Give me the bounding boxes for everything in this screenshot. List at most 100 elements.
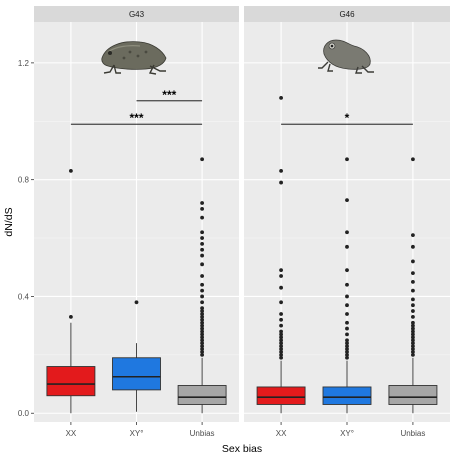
- outlier-point: [345, 157, 349, 162]
- outlier-point: [411, 332, 415, 337]
- y-tick-label: 0.0: [18, 409, 30, 418]
- outlier-point: [411, 335, 415, 340]
- outlier-point: [200, 306, 205, 311]
- outlier-point: [345, 332, 349, 337]
- outlier-point: [411, 288, 415, 293]
- outlier-point: [200, 347, 205, 351]
- outlier-point: [200, 157, 205, 162]
- outlier-point: [279, 312, 283, 316]
- outlier-point: [411, 350, 415, 354]
- outlier-point: [411, 309, 415, 313]
- outlier-point: [279, 323, 283, 328]
- outlier-point: [200, 323, 205, 328]
- outlier-point: [200, 253, 205, 258]
- outlier-point: [345, 294, 349, 299]
- panel-strip-left: [34, 6, 239, 22]
- outlier-point: [200, 329, 205, 334]
- significance-label: *: [345, 111, 350, 125]
- outlier-point: [345, 198, 349, 203]
- outlier-point: [411, 329, 415, 334]
- outlier-point: [345, 303, 349, 308]
- outlier-point: [200, 332, 205, 337]
- outlier-point: [411, 259, 415, 264]
- outlier-point: [200, 309, 205, 313]
- outlier-point: [279, 317, 283, 322]
- outlier-point: [200, 326, 205, 331]
- box-layer: [46, 96, 438, 414]
- outlier-point: [200, 230, 205, 235]
- outlier-point: [345, 350, 349, 354]
- outlier-point: [200, 241, 205, 246]
- outlier-point: [279, 350, 283, 354]
- x-tick-label: Unbias: [190, 429, 215, 438]
- outlier-point: [200, 338, 205, 343]
- outlier-point: [200, 206, 205, 211]
- outlier-point: [279, 344, 283, 348]
- outlier-point: [200, 314, 205, 319]
- outlier-point: [411, 279, 415, 284]
- outlier-point: [200, 344, 205, 348]
- outlier-point: [345, 312, 349, 316]
- outlier-point: [200, 300, 205, 305]
- panel-strip-right: [244, 6, 450, 22]
- outlier-point: [411, 233, 415, 238]
- y-tick-label: 0.4: [18, 292, 30, 301]
- outlier-point: [345, 326, 349, 331]
- significance-label: ***: [129, 111, 143, 125]
- box-Unbias: [388, 385, 438, 405]
- panel-title-right: G46: [339, 10, 355, 19]
- outlier-point: [200, 335, 205, 340]
- outlier-point: [200, 288, 205, 293]
- outlier-point: [200, 341, 205, 346]
- y-tick-label: 1.2: [18, 59, 30, 68]
- outlier-point: [69, 169, 73, 173]
- outlier-point: [279, 274, 283, 278]
- outlier-point: [200, 320, 205, 325]
- panel-title-left: G43: [129, 10, 145, 19]
- outlier-point: [345, 282, 349, 287]
- x-tick-label: XY°: [130, 429, 144, 438]
- outlier-point: [279, 332, 283, 337]
- outlier-point: [411, 271, 415, 275]
- box-XX: [256, 386, 306, 405]
- outlier-point: [411, 157, 415, 162]
- tick-layer: XX XY° Unbias XX XY° Unbias 0.0 0.4 0.8 1.2: [18, 59, 425, 438]
- outlier-point: [279, 341, 283, 346]
- x-axis-title: Sex bias: [222, 443, 262, 455]
- outlier-point: [411, 341, 415, 346]
- x-tick-label: XX: [276, 429, 287, 438]
- outlier-point: [411, 303, 415, 308]
- y-axis-title: dN/dS: [3, 207, 15, 236]
- significance-label: ***: [162, 88, 176, 102]
- outlier-point: [279, 335, 283, 340]
- outlier-point: [279, 300, 283, 305]
- outlier-point: [134, 300, 139, 305]
- outlier-point: [200, 201, 205, 205]
- outlier-point: [411, 323, 415, 328]
- outlier-point: [345, 341, 349, 346]
- outlier-point: [200, 236, 205, 240]
- outlier-point: [411, 314, 415, 319]
- outlier-point: [411, 338, 415, 343]
- outlier-point: [345, 320, 349, 325]
- outlier-point: [345, 268, 349, 273]
- box-Unbias: [177, 385, 227, 405]
- outlier-point: [411, 352, 415, 357]
- outlier-point: [411, 244, 415, 249]
- outlier-point: [279, 285, 283, 290]
- outlier-point: [411, 347, 415, 351]
- outlier-point: [200, 215, 205, 220]
- outlier-point: [345, 338, 349, 343]
- outlier-point: [69, 314, 73, 319]
- frog-icon: [318, 39, 374, 74]
- outlier-point: [279, 169, 283, 173]
- box-XY°: [112, 357, 161, 391]
- outlier-point: [411, 297, 415, 302]
- outlier-point: [200, 262, 205, 267]
- outlier-point: [200, 282, 205, 287]
- x-tick-label: Unbias: [400, 429, 425, 438]
- box-XY°: [322, 386, 372, 405]
- outlier-point: [200, 247, 205, 252]
- outlier-point: [279, 96, 283, 100]
- significance-layer: ****** *: [70, 88, 413, 125]
